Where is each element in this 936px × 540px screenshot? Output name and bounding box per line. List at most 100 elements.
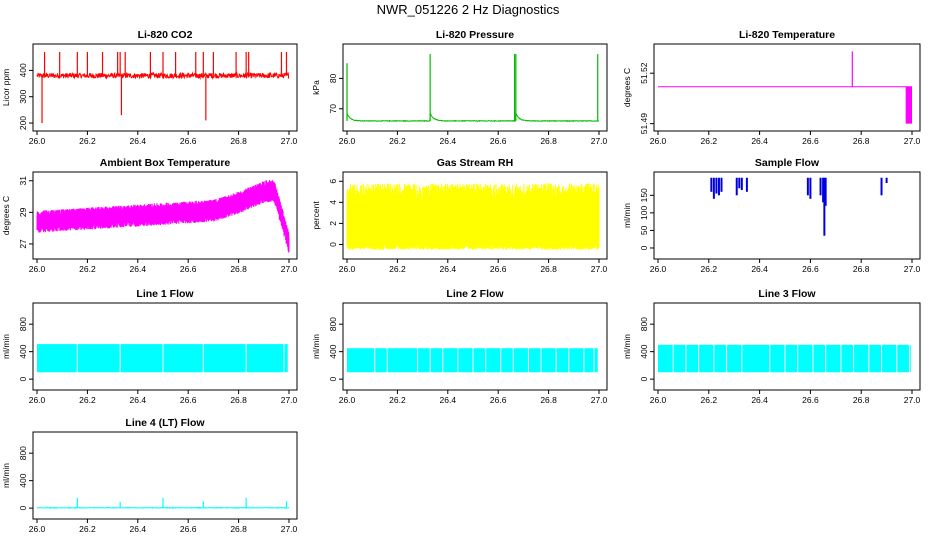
y-axis-label: kPa xyxy=(311,80,321,95)
chart-sample_flow: Sample Flow ml/min 26.0 26.2 26.4 26.6 26.8 27.… xyxy=(622,157,921,274)
y-tick-label: 100 xyxy=(639,206,649,220)
chart-title: Line 2 Flow xyxy=(446,288,504,300)
y-tick-label: 400 xyxy=(18,344,28,358)
x-tick-label: 26.0 xyxy=(29,136,46,146)
x-tick-label: 26.0 xyxy=(339,264,356,274)
x-tick-label: 26.0 xyxy=(29,264,46,274)
series-line xyxy=(346,111,600,123)
x-tick-label: 26.2 xyxy=(701,264,718,274)
y-tick-label: 200 xyxy=(18,116,28,130)
x-tick-label: 27.0 xyxy=(281,264,298,274)
x-tick-label: 26.2 xyxy=(79,524,96,534)
x-tick-label: 26.6 xyxy=(180,264,197,274)
chart-title: Li-820 CO2 xyxy=(138,29,193,41)
x-tick-label: 26.6 xyxy=(490,395,507,405)
y-tick-label: 0 xyxy=(18,505,28,510)
y-tick-label: 80 xyxy=(328,73,338,83)
x-tick-label: 26.4 xyxy=(130,264,147,274)
plot-frame xyxy=(32,302,298,391)
x-tick-label: 27.0 xyxy=(591,264,608,274)
x-tick-label: 26.2 xyxy=(701,395,718,405)
x-tick-label: 27.0 xyxy=(591,136,608,146)
y-tick-label: 6 xyxy=(328,179,338,184)
x-tick-label: 26.4 xyxy=(130,524,147,534)
y-tick-label: 4 xyxy=(328,200,338,205)
x-tick-label: 26.2 xyxy=(79,264,96,274)
y-tick-label: 400 xyxy=(328,344,338,358)
x-tick-label: 26.8 xyxy=(853,264,870,274)
flow-band xyxy=(658,344,911,373)
y-tick-label: 300 xyxy=(18,89,28,103)
y-tick-label: 400 xyxy=(18,473,28,487)
series-co2 xyxy=(36,51,290,124)
chart-box_temp: Ambient Box Temperature degrees C 26.0 26.2… xyxy=(1,157,298,274)
series-licor_temp xyxy=(658,51,912,124)
plot-frame xyxy=(32,171,298,260)
x-tick-label: 26.6 xyxy=(180,395,197,405)
x-tick-label: 26.4 xyxy=(440,264,457,274)
x-tick-label: 27.0 xyxy=(904,136,921,146)
x-tick-label: 26.8 xyxy=(853,395,870,405)
y-tick-label: 400 xyxy=(18,63,28,77)
data-block xyxy=(905,86,912,124)
x-tick-label: 26.6 xyxy=(802,395,819,405)
chart-title: Li-820 Temperature xyxy=(739,29,835,41)
x-tick-label: 26.6 xyxy=(180,136,197,146)
y-tick-label: 27 xyxy=(18,239,28,249)
plot-frame xyxy=(342,171,608,260)
x-tick-label: 26.2 xyxy=(79,395,96,405)
x-tick-label: 27.0 xyxy=(591,395,608,405)
y-tick-label: 70 xyxy=(328,104,338,114)
x-tick-label: 26.8 xyxy=(230,395,247,405)
x-tick-label: 26.0 xyxy=(650,395,667,405)
x-tick-label: 27.0 xyxy=(904,264,921,274)
y-tick-label: 2 xyxy=(328,221,338,226)
x-tick-label: 26.2 xyxy=(701,136,718,146)
x-tick-label: 26.0 xyxy=(29,395,46,405)
chart-title: Line 1 Flow xyxy=(136,288,194,300)
series-band xyxy=(346,183,600,250)
figure-title: NWR_051226 2 Hz Diagnostics xyxy=(376,2,560,17)
y-tick-label: 0 xyxy=(639,245,649,250)
y-axis-label: degrees C xyxy=(622,68,632,107)
x-tick-label: 26.2 xyxy=(389,264,406,274)
chart-title: Gas Stream RH xyxy=(437,157,513,169)
x-tick-label: 26.4 xyxy=(130,395,147,405)
chart-line3: Line 3 Flow ml/min 26.0 26.2 26.4 26.6 26.8 27.… xyxy=(622,288,921,405)
series-pressure xyxy=(346,54,600,123)
chart-line1: Line 1 Flow ml/min 26.0 26.2 26.4 26.6 26.8 27.… xyxy=(1,288,298,405)
x-tick-label: 26.8 xyxy=(230,524,247,534)
x-tick-label: 26.8 xyxy=(230,264,247,274)
x-tick-label: 27.0 xyxy=(281,136,298,146)
x-tick-label: 26.2 xyxy=(389,136,406,146)
x-tick-label: 27.0 xyxy=(281,524,298,534)
x-tick-label: 26.6 xyxy=(490,136,507,146)
y-axis-label: degrees C xyxy=(1,196,11,235)
x-tick-label: 26.6 xyxy=(802,264,819,274)
chart-title: Ambient Box Temperature xyxy=(100,157,231,169)
x-tick-label: 26.0 xyxy=(339,395,356,405)
y-axis-label: ml/min xyxy=(1,334,11,359)
chart-title: Sample Flow xyxy=(755,157,820,169)
x-tick-label: 26.8 xyxy=(230,136,247,146)
x-tick-label: 26.0 xyxy=(29,524,46,534)
series-rh xyxy=(346,183,600,250)
y-tick-label: 150 xyxy=(639,188,649,202)
y-axis-label: ml/min xyxy=(311,334,321,359)
chart-pressure: Li-820 Pressure kPa 26.0 26.2 26.4 26.6 26.8 27… xyxy=(311,29,608,146)
series-box_temp xyxy=(36,180,290,253)
plot-frame xyxy=(653,43,921,132)
flow-band xyxy=(37,344,288,373)
flow-band xyxy=(347,348,598,373)
y-axis-label: percent xyxy=(311,201,321,230)
series-line4 xyxy=(36,497,290,509)
plot-frame xyxy=(653,171,921,260)
x-tick-label: 26.8 xyxy=(540,395,557,405)
series-line2 xyxy=(347,348,598,373)
series-line3 xyxy=(658,344,911,373)
chart-line2: Line 2 Flow ml/min 26.0 26.2 26.4 26.6 26.8 27.… xyxy=(311,288,608,405)
y-tick-label: 51.49 xyxy=(639,113,649,135)
y-axis-label: ml/min xyxy=(1,463,11,488)
x-tick-label: 26.4 xyxy=(440,136,457,146)
